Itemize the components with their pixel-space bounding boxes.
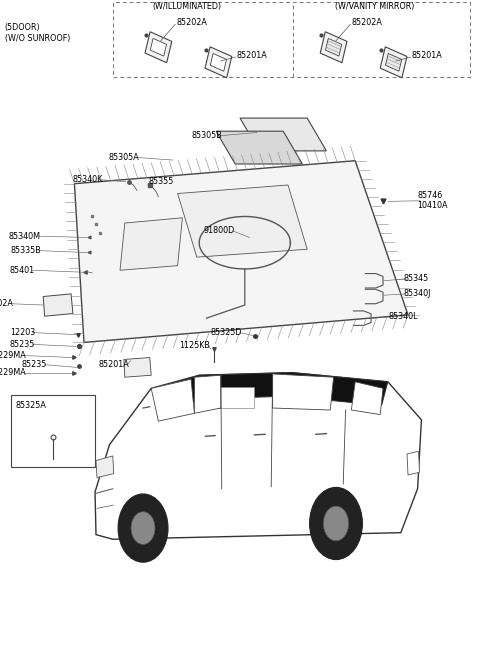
Circle shape: [324, 506, 348, 541]
Text: 85340K: 85340K: [73, 175, 103, 184]
Text: 85345: 85345: [403, 274, 429, 283]
Text: 85340L: 85340L: [389, 312, 418, 321]
Text: 85202A: 85202A: [177, 18, 207, 27]
Text: (W/ILLUMINATED): (W/ILLUMINATED): [153, 2, 222, 11]
Text: 91800D: 91800D: [204, 226, 235, 236]
Bar: [218, 387, 254, 408]
Text: 1125KB: 1125KB: [180, 341, 210, 350]
Text: 1229MA: 1229MA: [0, 368, 26, 377]
Polygon shape: [273, 374, 334, 410]
Text: 85201A: 85201A: [237, 51, 267, 60]
Text: 85201A: 85201A: [99, 360, 130, 369]
Circle shape: [310, 487, 362, 560]
Text: 85202A: 85202A: [0, 299, 13, 308]
Polygon shape: [216, 131, 302, 164]
Text: 85325D: 85325D: [211, 328, 242, 337]
Polygon shape: [407, 451, 420, 475]
Bar: [298, 385, 330, 405]
Polygon shape: [240, 118, 326, 151]
Circle shape: [131, 512, 155, 544]
FancyBboxPatch shape: [113, 2, 470, 77]
Polygon shape: [194, 375, 221, 413]
Polygon shape: [124, 358, 151, 377]
Text: 85305A: 85305A: [108, 153, 139, 162]
Text: 85325A: 85325A: [15, 401, 46, 411]
Polygon shape: [145, 31, 172, 63]
Circle shape: [118, 494, 168, 562]
Text: 85401: 85401: [10, 266, 35, 275]
Polygon shape: [351, 382, 383, 415]
Text: 1229MA: 1229MA: [0, 351, 26, 360]
Text: 85235: 85235: [22, 360, 47, 369]
Polygon shape: [210, 54, 227, 71]
Text: 85340J: 85340J: [403, 289, 431, 298]
Polygon shape: [150, 39, 167, 56]
Text: (W/VANITY MIRROR): (W/VANITY MIRROR): [335, 2, 414, 11]
Polygon shape: [95, 373, 421, 539]
Polygon shape: [380, 47, 407, 78]
Polygon shape: [158, 373, 388, 412]
Bar: [11, 395, 95, 467]
Text: 85746
10410A: 85746 10410A: [418, 191, 448, 211]
Polygon shape: [74, 161, 408, 342]
Text: (5DOOR)
(W/O SUNROOF): (5DOOR) (W/O SUNROOF): [5, 23, 70, 43]
Polygon shape: [96, 456, 114, 478]
Text: 85201A: 85201A: [412, 51, 443, 60]
Polygon shape: [151, 379, 194, 421]
Polygon shape: [43, 294, 73, 316]
Polygon shape: [320, 31, 347, 63]
Text: 85355: 85355: [149, 176, 174, 186]
Text: 85340M: 85340M: [9, 232, 41, 241]
Text: 12203: 12203: [10, 328, 35, 337]
Polygon shape: [120, 218, 182, 270]
Text: 85335B: 85335B: [10, 246, 41, 255]
Polygon shape: [178, 185, 307, 257]
Polygon shape: [385, 54, 402, 71]
Text: 85202A: 85202A: [352, 18, 383, 27]
Polygon shape: [325, 39, 342, 56]
Text: 85235: 85235: [10, 340, 35, 349]
Text: 85305B: 85305B: [191, 131, 222, 140]
Polygon shape: [205, 47, 232, 78]
